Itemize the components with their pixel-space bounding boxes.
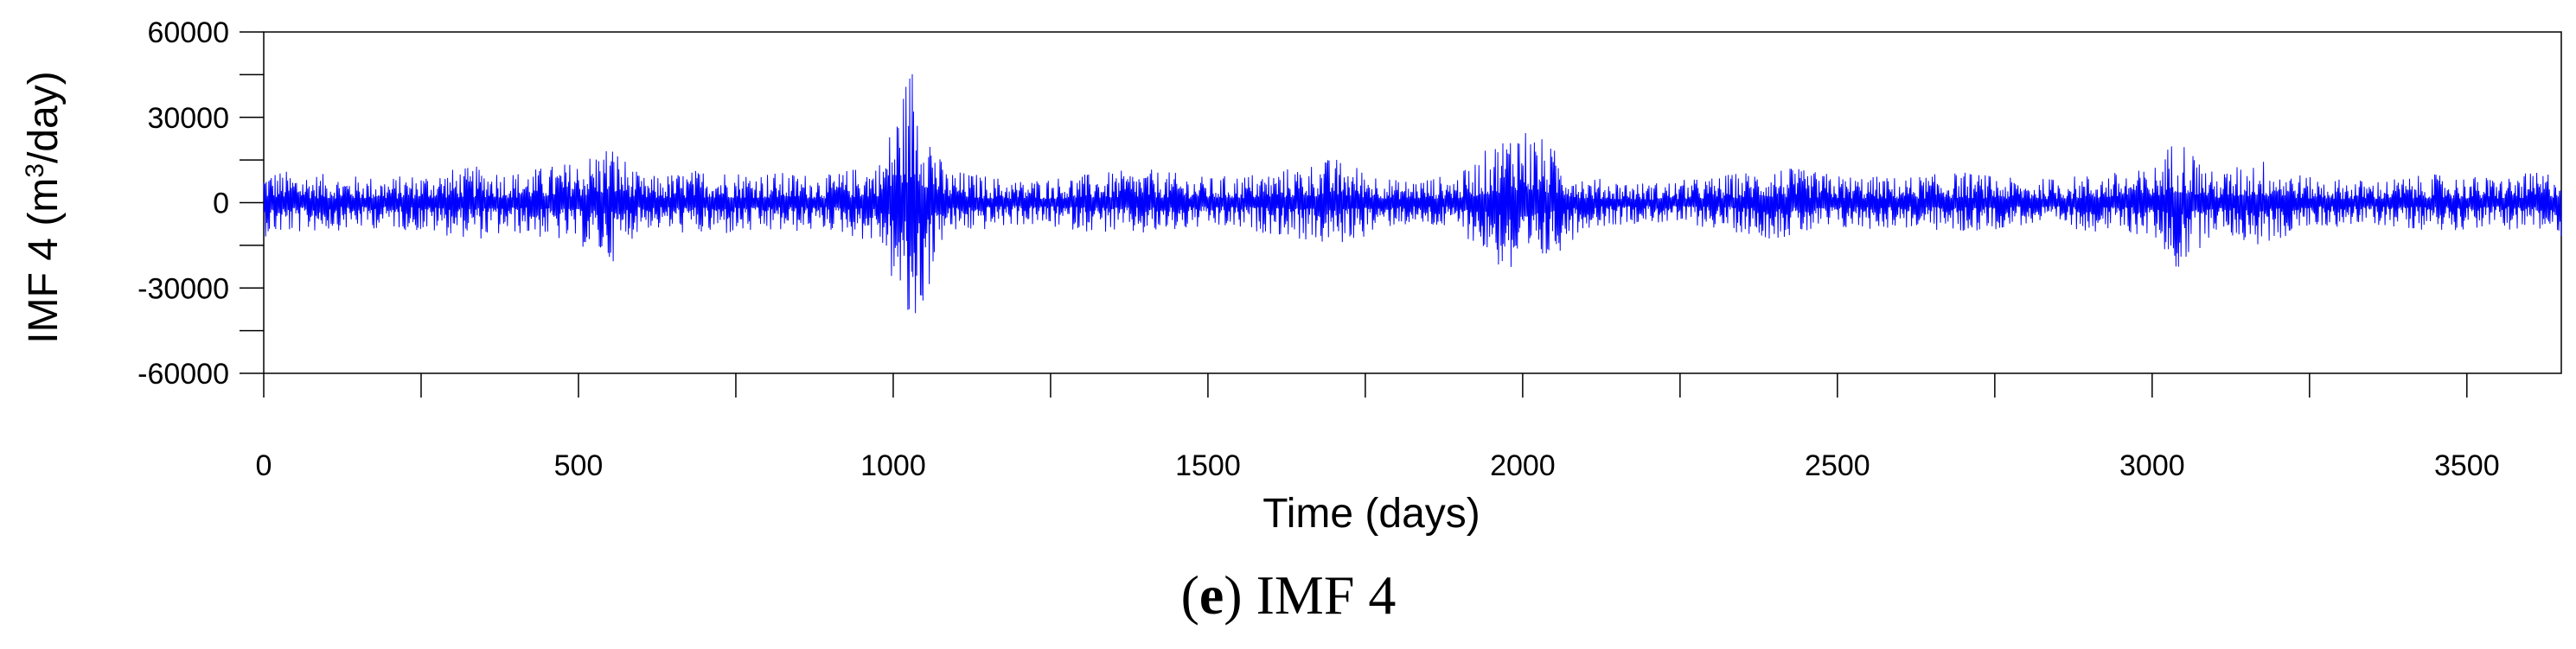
figure-caption: (e) IMF 4 — [1181, 564, 1397, 626]
y-axis-title-tail: /day) — [21, 71, 67, 163]
x-axis: 0 500 1000 1500 2000 2500 3000 3500 — [256, 373, 2500, 482]
series-line-imf4 — [263, 73, 2562, 314]
caption-text: IMF 4 — [1243, 564, 1397, 626]
x-tick-label: 3000 — [2119, 449, 2185, 482]
y-tick-label: -60000 — [137, 358, 229, 391]
y-axis-title-main: IMF 4 (m — [21, 178, 67, 344]
y-tick-label: -30000 — [137, 272, 229, 305]
x-tick-label: 500 — [554, 449, 604, 482]
y-axis-title: IMF 4 (m3/day) — [21, 71, 67, 343]
y-axis: 60000 30000 0 -30000 -60000 — [137, 16, 264, 391]
y-tick-label: 0 — [213, 188, 229, 220]
x-tick-label: 2000 — [1490, 449, 1556, 482]
plot-area — [263, 31, 2562, 374]
y-tick-label: 30000 — [147, 102, 229, 135]
x-tick-label: 2500 — [1805, 449, 1870, 482]
x-tick-label: 1000 — [860, 449, 926, 482]
y-axis-title-superscript: 3 — [21, 163, 49, 178]
x-tick-label: 0 — [256, 449, 272, 482]
x-tick-label: 3500 — [2434, 449, 2500, 482]
x-tick-label: 1500 — [1175, 449, 1241, 482]
caption-letter: e — [1199, 564, 1224, 626]
y-tick-label: 60000 — [147, 16, 229, 49]
x-axis-title: Time (days) — [1262, 491, 1480, 537]
